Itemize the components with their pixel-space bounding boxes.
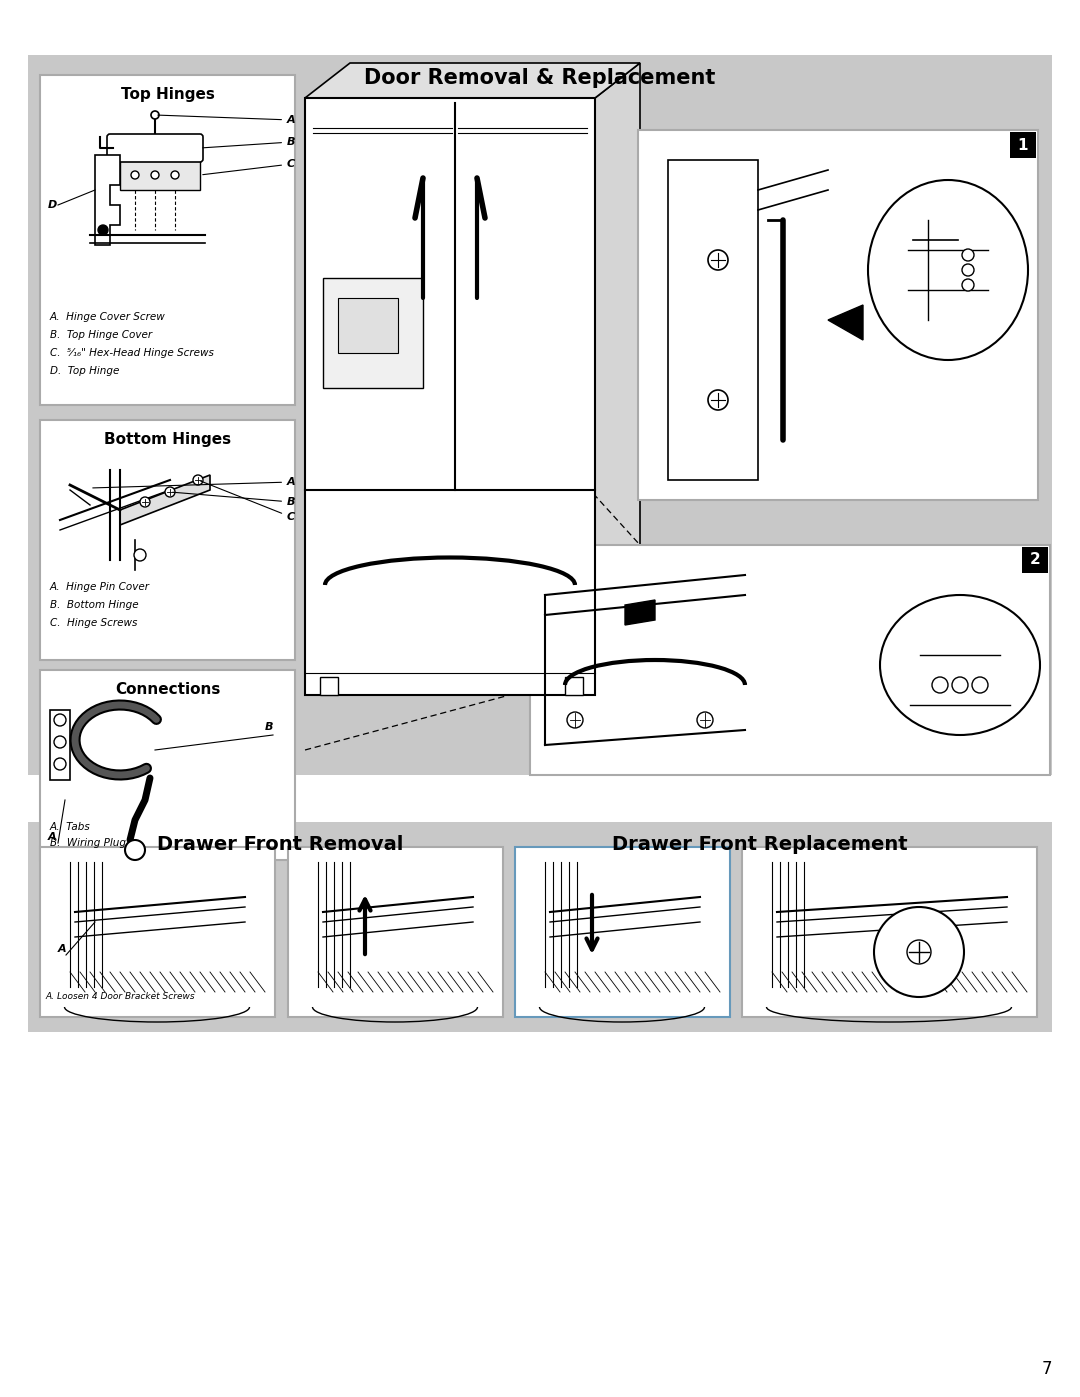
Text: D: D (48, 200, 57, 210)
Circle shape (874, 907, 964, 997)
Text: Drawer Front Removal: Drawer Front Removal (157, 835, 403, 854)
Circle shape (151, 170, 159, 179)
Polygon shape (120, 475, 210, 525)
Text: C: C (203, 159, 295, 175)
Text: A.  Tabs: A. Tabs (50, 821, 91, 833)
Text: A.  Hinge Pin Cover: A. Hinge Pin Cover (50, 583, 150, 592)
Circle shape (171, 170, 179, 179)
Polygon shape (595, 63, 640, 694)
Text: B.  Bottom Hinge: B. Bottom Hinge (50, 599, 138, 610)
Circle shape (932, 678, 948, 693)
Text: A: A (48, 833, 56, 842)
Bar (1022, 548, 1048, 573)
Circle shape (54, 759, 66, 770)
FancyBboxPatch shape (320, 678, 338, 694)
Text: A: A (158, 115, 296, 124)
Circle shape (140, 497, 150, 507)
FancyBboxPatch shape (323, 278, 423, 388)
Text: B: B (173, 492, 296, 507)
Text: 7: 7 (1041, 1361, 1052, 1377)
FancyBboxPatch shape (288, 847, 503, 1017)
FancyBboxPatch shape (638, 130, 1038, 500)
Circle shape (907, 940, 931, 964)
FancyBboxPatch shape (40, 75, 295, 405)
Polygon shape (669, 161, 758, 481)
Circle shape (972, 678, 988, 693)
FancyBboxPatch shape (50, 710, 70, 780)
Text: 1: 1 (1017, 137, 1028, 152)
FancyBboxPatch shape (338, 298, 399, 353)
Circle shape (567, 712, 583, 728)
Text: B.  Top Hinge Cover: B. Top Hinge Cover (50, 330, 152, 339)
FancyBboxPatch shape (120, 161, 200, 190)
Text: B.  Wiring Plug: B. Wiring Plug (50, 838, 126, 848)
Text: B: B (203, 137, 296, 148)
Text: A: A (93, 476, 296, 488)
Text: A: A (58, 944, 67, 954)
Polygon shape (828, 305, 863, 339)
Circle shape (962, 279, 974, 291)
FancyBboxPatch shape (515, 847, 730, 1017)
Text: D.  Top Hinge: D. Top Hinge (50, 366, 120, 376)
Polygon shape (305, 98, 595, 694)
Bar (28, 54, 1052, 775)
Circle shape (54, 736, 66, 747)
Text: C.  ⁵⁄₁₆" Hex-Head Hinge Screws: C. ⁵⁄₁₆" Hex-Head Hinge Screws (50, 348, 214, 358)
Polygon shape (305, 63, 640, 98)
FancyBboxPatch shape (40, 420, 295, 659)
Bar (1010, 131, 1036, 158)
Circle shape (193, 475, 203, 485)
FancyBboxPatch shape (742, 847, 1037, 1017)
FancyBboxPatch shape (530, 545, 1050, 775)
Circle shape (54, 714, 66, 726)
Circle shape (962, 249, 974, 261)
FancyBboxPatch shape (40, 847, 275, 1017)
Circle shape (165, 488, 175, 497)
Text: A. Loosen 4 Door Bracket Screws: A. Loosen 4 Door Bracket Screws (45, 992, 194, 1002)
Text: Bottom Hinges: Bottom Hinges (104, 432, 231, 447)
Text: Door Removal & Replacement: Door Removal & Replacement (364, 68, 716, 88)
Circle shape (708, 250, 728, 270)
Text: A.  Hinge Cover Screw: A. Hinge Cover Screw (50, 312, 165, 321)
Circle shape (951, 678, 968, 693)
Circle shape (98, 225, 108, 235)
Text: Connections: Connections (114, 682, 220, 697)
Ellipse shape (868, 180, 1028, 360)
Text: Drawer Front Replacement: Drawer Front Replacement (612, 835, 908, 854)
Text: Top Hinges: Top Hinges (121, 87, 215, 102)
FancyBboxPatch shape (40, 671, 295, 861)
Polygon shape (95, 155, 120, 244)
Circle shape (708, 390, 728, 409)
Text: B: B (265, 722, 273, 732)
FancyBboxPatch shape (565, 678, 583, 694)
Ellipse shape (880, 595, 1040, 735)
Text: 2: 2 (1029, 552, 1040, 567)
Polygon shape (625, 599, 654, 624)
Bar (28, 821, 1052, 1032)
Circle shape (151, 110, 159, 119)
FancyBboxPatch shape (107, 134, 203, 162)
Circle shape (962, 264, 974, 277)
Text: C: C (201, 481, 295, 522)
Circle shape (131, 170, 139, 179)
Circle shape (697, 712, 713, 728)
Circle shape (134, 549, 146, 562)
Text: C.  Hinge Screws: C. Hinge Screws (50, 617, 137, 629)
Circle shape (125, 840, 145, 861)
